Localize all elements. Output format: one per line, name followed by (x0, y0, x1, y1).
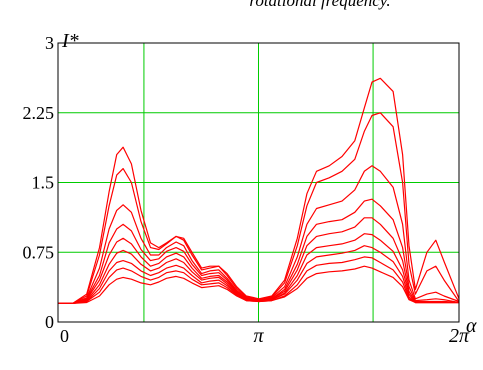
x-tick-label-2: 2π (449, 325, 470, 347)
series-line-9 (58, 265, 459, 304)
x-tick-labels: 0 π 2π (60, 325, 470, 347)
y-tick-label-3: 2.25 (23, 103, 55, 123)
caption: rotational frequency. (249, 0, 390, 10)
series-group (58, 77, 460, 304)
plot-frame (57, 42, 460, 323)
series-line-7 (58, 245, 459, 304)
y-axis-label: I* (61, 30, 79, 52)
series-line-2 (58, 112, 460, 304)
series-line-3 (58, 165, 460, 304)
x-axis-label: α (466, 315, 477, 337)
y-tick-label-0: 0 (45, 312, 54, 332)
y-tick-label-2: 1.5 (32, 173, 55, 193)
x-tick-label-0: 0 (60, 326, 69, 346)
y-tick-label-4: 3 (45, 33, 54, 53)
y-tick-labels: 0 0.75 1.5 2.25 3 (23, 33, 55, 332)
grid (57, 42, 460, 323)
series-line-5 (58, 217, 460, 304)
y-tick-label-1: 0.75 (23, 242, 55, 262)
series-line-1 (58, 77, 460, 304)
x-tick-label-1: π (253, 325, 264, 347)
